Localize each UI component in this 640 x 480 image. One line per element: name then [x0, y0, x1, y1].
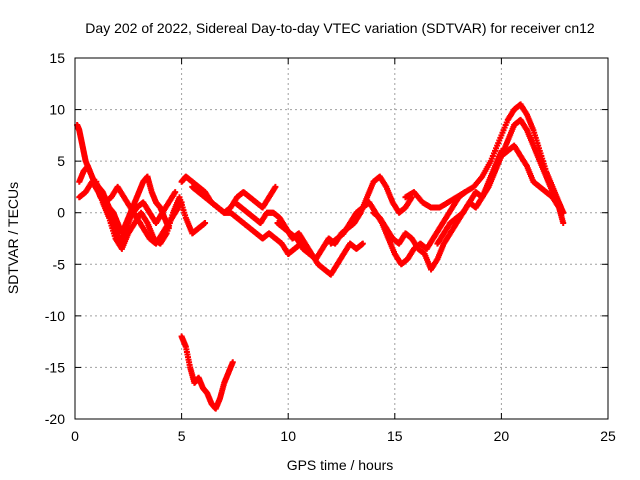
y-tick-label: 5 — [57, 153, 65, 169]
chart-title: Day 202 of 2022, Sidereal Day-to-day VTE… — [85, 20, 595, 36]
x-tick-labels: 0 5 10 15 20 25 — [71, 428, 616, 444]
axis-ticks — [74, 57, 609, 420]
y-tick-label: 15 — [49, 50, 65, 66]
data-point — [272, 183, 279, 190]
y-tick-label: 10 — [49, 102, 65, 118]
series-arc-6 — [189, 183, 304, 257]
data-point — [359, 240, 366, 247]
series-arc-13 — [434, 116, 567, 247]
x-tick-label: 5 — [178, 428, 186, 444]
data-point — [560, 209, 567, 216]
series-arc-4 — [93, 178, 209, 252]
series-arc-9 — [274, 173, 415, 263]
x-axis-label: GPS time / hours — [287, 457, 394, 473]
series-arc-14 — [498, 142, 567, 216]
y-tick-labels: 15 10 5 0 -5 -10 -15 -20 — [45, 50, 65, 427]
data-point — [172, 189, 179, 196]
series-arc-12 — [402, 101, 567, 216]
data-points — [74, 101, 567, 412]
y-tick-label: -5 — [53, 256, 66, 272]
data-point — [229, 359, 236, 366]
series-arc-11 — [370, 147, 505, 273]
y-tick-label: -20 — [45, 411, 65, 427]
x-tick-label: 20 — [494, 428, 510, 444]
y-axis-label: SDTVAR / TECUs — [5, 182, 21, 294]
data-point — [202, 220, 209, 227]
y-tick-label: -15 — [45, 359, 65, 375]
y-tick-label: 0 — [57, 205, 65, 221]
series-arc-5 — [178, 173, 279, 216]
x-tick-label: 25 — [600, 428, 616, 444]
y-tick-label: -10 — [45, 308, 65, 324]
grid-lines — [75, 58, 608, 419]
x-tick-label: 15 — [387, 428, 403, 444]
plot-frame — [74, 57, 609, 420]
x-tick-label: 10 — [280, 428, 296, 444]
x-tick-label: 0 — [71, 428, 79, 444]
series-arc-7 — [178, 333, 236, 412]
data-point — [560, 220, 567, 227]
